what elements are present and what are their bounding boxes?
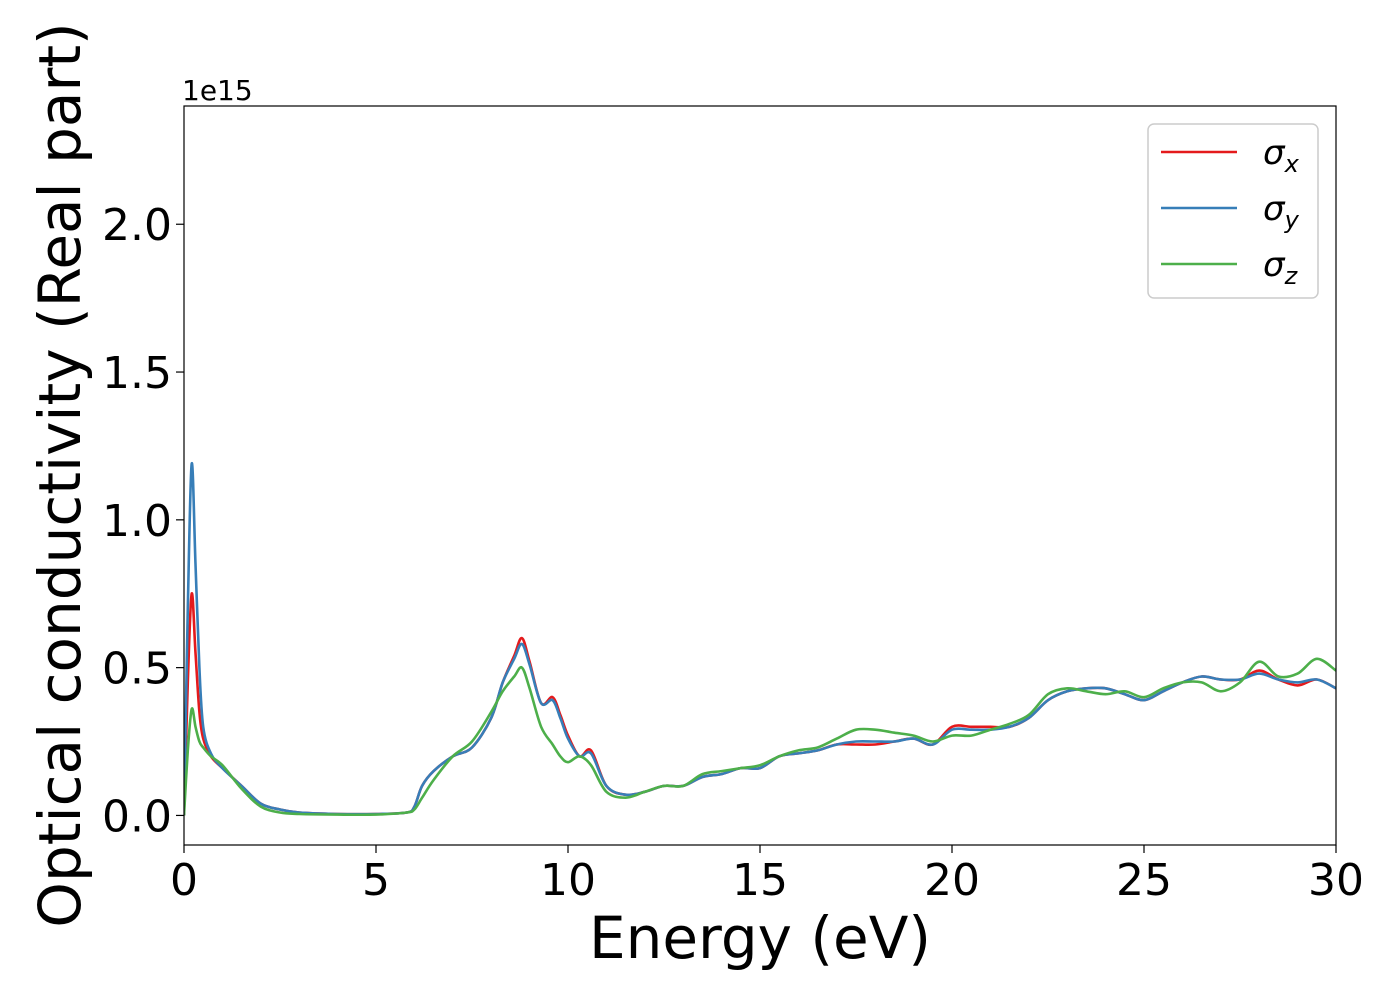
x-axis: 0 5 10 15 20 25 30	[170, 845, 1364, 906]
y-axis-title: Optical conductivity (Real part)	[26, 22, 94, 927]
legend-label-y: σy	[1263, 189, 1300, 234]
x-tick-label: 25	[1116, 855, 1172, 906]
y-tick-label: 2.0	[102, 200, 172, 251]
y-tick-label: 1.0	[102, 496, 172, 547]
x-tick-label: 30	[1308, 855, 1364, 906]
y-tick-label: 1.5	[102, 348, 172, 399]
x-tick-label: 10	[540, 855, 596, 906]
y-axis: 0.0 0.5 1.0 1.5 2.0	[102, 200, 184, 842]
x-axis-title: Energy (eV)	[589, 904, 931, 972]
legend: σx σy σz	[1147, 123, 1319, 299]
y-tick-label: 0.5	[102, 644, 172, 695]
x-tick-label: 5	[362, 855, 390, 906]
y-tick-label: 0.0	[102, 791, 172, 842]
series-layer	[184, 462, 1336, 817]
legend-box	[1147, 123, 1319, 299]
y-offset-label: 1e15	[182, 74, 253, 107]
series-line-z	[184, 657, 1336, 817]
x-tick-label: 20	[924, 855, 980, 906]
x-tick-label: 0	[170, 855, 198, 906]
x-tick-label: 15	[732, 855, 788, 906]
legend-label-x: σx	[1263, 133, 1300, 178]
legend-label-z: σz	[1263, 245, 1299, 290]
